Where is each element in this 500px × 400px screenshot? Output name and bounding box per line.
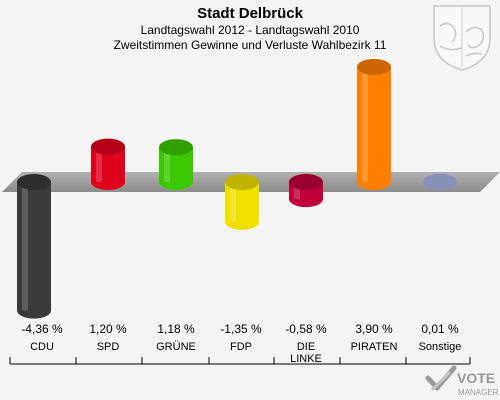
bar-highlight-cdu <box>22 182 28 311</box>
bar-die-linke <box>289 174 323 208</box>
category-separators <box>9 357 471 364</box>
bar-spd <box>91 138 125 190</box>
bar-highlight-spd <box>96 146 102 182</box>
crest-icon <box>433 5 491 71</box>
category-label-die-linke: DIE LINKE <box>290 341 322 365</box>
category-label-spd: SPD <box>97 341 120 353</box>
value-label-cdu: -4,36 % <box>21 322 63 336</box>
chart-subtitle-2: Zweitstimmen Gewinne und Verluste Wahlbe… <box>114 38 387 52</box>
bar-cdu <box>17 174 51 319</box>
value-label-fdp: -1,35 % <box>220 322 262 336</box>
category-label-fdp: FDP <box>230 341 252 353</box>
category-label-cdu: CDU <box>30 341 54 353</box>
bar-fdp <box>225 174 259 230</box>
bar-bottom-cap-die-linke <box>289 191 323 208</box>
bar-top-cap-die-linke <box>289 174 323 190</box>
value-label-piraten: 3,90 % <box>355 322 393 336</box>
value-label-gruene: 1,18 % <box>157 322 195 336</box>
value-label-sonstige: 0,01 % <box>421 322 459 336</box>
value-label-spd: 1,20 % <box>89 322 127 336</box>
bar-top-cap-cdu <box>17 174 51 190</box>
vote-word: VOTE <box>457 370 495 386</box>
chart-subtitle: Landtagswahl 2012 - Landtagswahl 2010 <box>141 23 360 37</box>
bar-bottom-cap-spd <box>91 174 125 190</box>
bar-bottom-cap-piraten <box>357 174 391 190</box>
category-label-die-linke-line: DIE <box>297 341 315 353</box>
bar-sonstige <box>423 173 457 190</box>
bar-top-cap-fdp <box>225 174 259 190</box>
bar-bottom-cap-fdp <box>225 213 259 230</box>
bar-bottom-cap-cdu <box>17 302 51 319</box>
bar-top-cap-piraten <box>357 58 391 75</box>
category-label-gruene: GRÜNE <box>156 341 196 353</box>
bar-highlight-fdp <box>230 182 236 222</box>
category-label-sonstige: Sonstige <box>419 341 462 353</box>
bar-highlight-die-linke <box>294 182 300 200</box>
bar-bottom-cap-gruene <box>159 174 193 190</box>
bar-gruene <box>159 139 193 190</box>
bar-body-piraten <box>357 66 391 182</box>
bar-top-cap-sonstige <box>423 173 457 190</box>
ballot-check-icon <box>425 365 457 392</box>
category-label-die-linke-line: LINKE <box>290 353 322 365</box>
bar-highlight-piraten <box>362 66 368 182</box>
vote-manager-logo: VOTE MANAGER <box>425 365 499 397</box>
bar-piraten <box>357 58 391 190</box>
bars-group <box>17 58 457 319</box>
chart-title: Stadt Delbrück <box>197 5 304 22</box>
bar-top-cap-spd <box>91 138 125 155</box>
category-label-piraten: PIRATEN <box>351 341 398 353</box>
bar-highlight-gruene <box>164 147 170 182</box>
bar-body-cdu <box>17 182 51 311</box>
value-label-die-linke: -0,58 % <box>285 322 327 336</box>
bar-top-cap-gruene <box>159 139 193 156</box>
manager-word: MANAGER <box>458 388 499 397</box>
